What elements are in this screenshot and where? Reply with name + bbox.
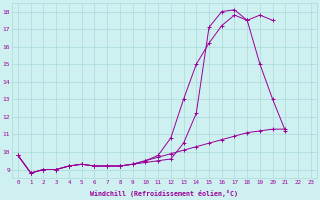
X-axis label: Windchill (Refroidissement éolien,°C): Windchill (Refroidissement éolien,°C) <box>91 190 238 197</box>
